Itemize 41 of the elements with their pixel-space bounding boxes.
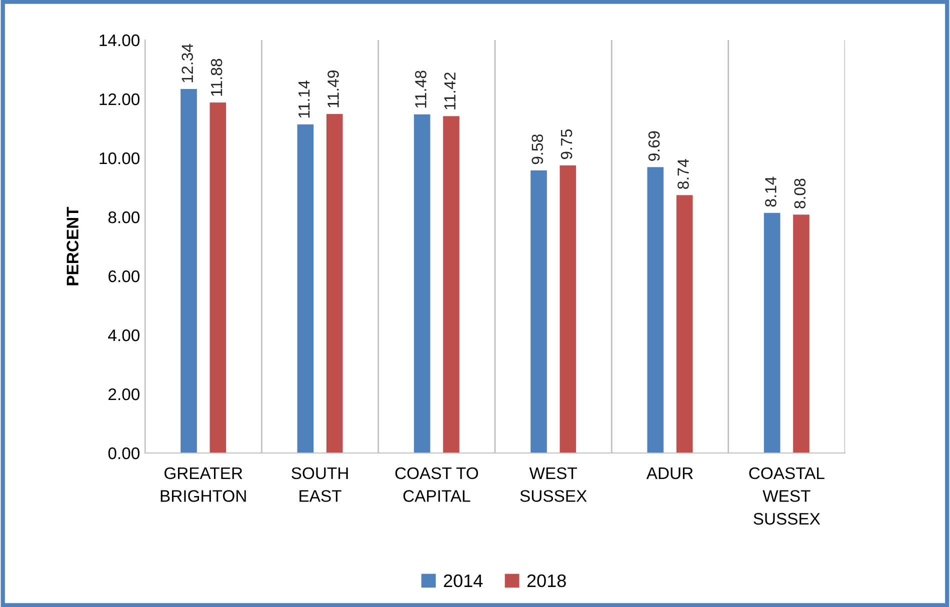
data-label: 11.42 [444, 72, 456, 110]
legend-label: 2014 [444, 574, 483, 588]
x-tick-label: COASTAL WEST SUSSEX [749, 467, 824, 525]
bar [530, 170, 547, 453]
data-label: 9.75 [560, 129, 572, 160]
data-label: 11.88 [210, 58, 222, 96]
y-tick-label: 8.00 [108, 211, 140, 224]
bar [180, 88, 197, 453]
x-tick-label: SOUTH EAST [292, 467, 348, 502]
bar [210, 102, 226, 453]
y-tick-label: 10.00 [100, 152, 140, 164]
bar [297, 124, 314, 453]
bar [647, 167, 664, 453]
bar [326, 114, 343, 453]
data-label: 9.58 [532, 134, 544, 164]
legend-label: 2018 [527, 574, 566, 588]
x-tick-label: COAST TO CAPITAL [395, 467, 478, 502]
bar [764, 212, 780, 453]
data-label: 11.14 [298, 80, 310, 118]
y-tick-label: 6.00 [108, 270, 140, 282]
y-tick-label: 0.00 [108, 447, 140, 460]
y-tick-label: 2.00 [108, 388, 140, 400]
bar [676, 195, 693, 453]
bar [793, 214, 810, 453]
data-label: 9.69 [648, 131, 660, 161]
x-tick-label: ADUR [646, 468, 693, 480]
data-label: 11.48 [415, 70, 426, 108]
bar [560, 165, 576, 453]
data-label: 12.34 [182, 44, 194, 82]
y-tick-label: 14.00 [100, 34, 140, 46]
bar [414, 114, 430, 453]
data-label: 8.14 [765, 176, 776, 207]
y-axis-title: PERCENT [66, 206, 78, 286]
bar [443, 116, 460, 453]
x-tick-label: WEST SUSSEX [520, 467, 587, 502]
data-label: 8.74 [678, 158, 689, 189]
data-label: 8.08 [794, 178, 806, 208]
y-tick-label: 4.00 [108, 329, 140, 342]
x-tick-label: GREATER BRIGHTON [160, 467, 246, 502]
y-tick-label: 12.00 [100, 93, 140, 106]
data-label: 11.49 [328, 70, 339, 108]
